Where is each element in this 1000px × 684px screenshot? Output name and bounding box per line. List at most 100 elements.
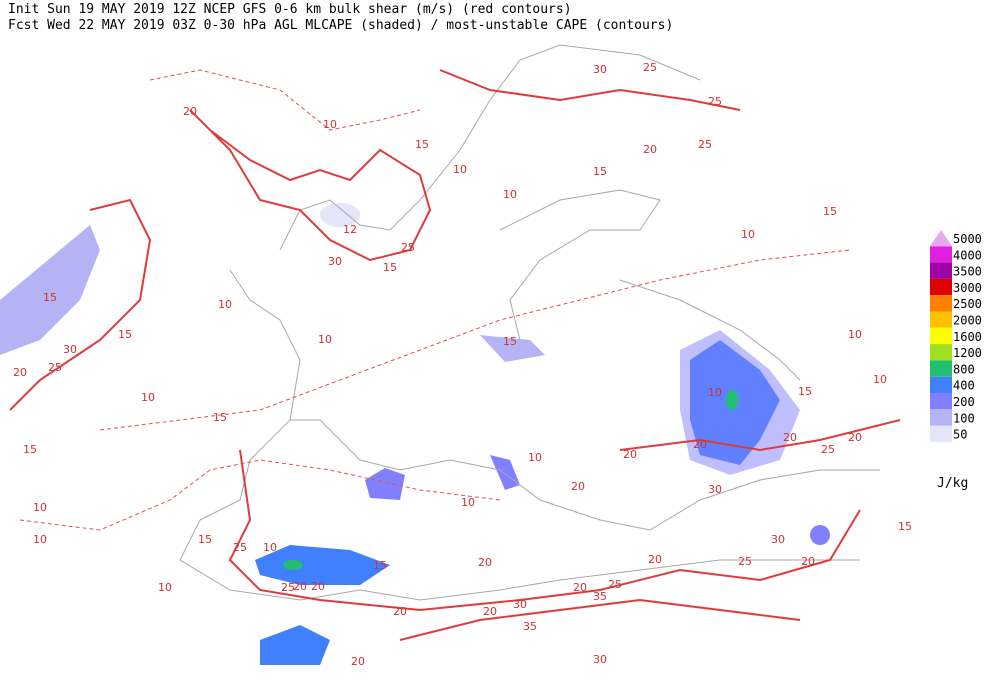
coastline xyxy=(290,419,880,531)
legend-swatch xyxy=(930,246,952,263)
coastline xyxy=(279,44,701,251)
contour-label: 30 xyxy=(771,533,785,546)
contour-label: 20 xyxy=(801,555,815,568)
contour-label: 20 xyxy=(311,580,325,593)
contour-label: 25 xyxy=(608,578,622,591)
contour-label: 20 xyxy=(13,366,27,379)
cape-area xyxy=(283,560,303,570)
legend-label: 50 xyxy=(953,428,967,442)
contour-label: 20 xyxy=(183,105,197,118)
legend-label: 400 xyxy=(953,379,975,393)
contour-label: 30 xyxy=(328,255,342,268)
contour-label: 10 xyxy=(263,541,277,554)
shear-contours xyxy=(9,69,901,641)
contour-line xyxy=(9,198,152,411)
contour-label: 10 xyxy=(503,188,517,201)
contour-label: 20 xyxy=(648,553,662,566)
legend-swatch xyxy=(930,311,952,328)
cape-area xyxy=(0,225,100,355)
contour-label: 10 xyxy=(158,581,172,594)
legend-swatch xyxy=(930,360,952,377)
legend-swatch xyxy=(930,425,952,442)
contour-label: 15 xyxy=(373,559,387,572)
contour-label: 30 xyxy=(63,343,77,356)
contour-label: 15 xyxy=(383,261,397,274)
contour-label: 10 xyxy=(218,298,232,311)
contour-label: 20 xyxy=(643,143,657,156)
cape-area xyxy=(255,545,390,585)
cape-area xyxy=(490,455,520,490)
legend-label: 1200 xyxy=(953,346,982,360)
contour-label: 10 xyxy=(318,333,332,346)
cape-area xyxy=(320,203,360,227)
legend-label: 200 xyxy=(953,395,975,409)
contour-label: 15 xyxy=(198,533,212,546)
contour-label: 10 xyxy=(873,373,887,386)
contour-label: 25 xyxy=(281,581,295,594)
legend-swatch xyxy=(930,295,952,312)
legend-label: 4000 xyxy=(953,248,982,262)
contour-label: 25 xyxy=(48,361,62,374)
contour-label: 15 xyxy=(823,205,837,218)
contour-line xyxy=(228,449,861,612)
contour-line xyxy=(99,249,851,431)
legend-label: 800 xyxy=(953,362,975,376)
contour-label: 15 xyxy=(798,385,812,398)
contour-label: 10 xyxy=(33,501,47,514)
contour-label: 15 xyxy=(593,165,607,178)
legend-swatch xyxy=(930,409,952,426)
contour-label: 20 xyxy=(848,431,862,444)
contour-label: 10 xyxy=(453,163,467,176)
legend-label: 2500 xyxy=(953,297,982,311)
contour-label: 20 xyxy=(623,448,637,461)
legend-label: 2000 xyxy=(953,314,982,328)
cape-area xyxy=(726,390,738,410)
cape-area xyxy=(480,335,545,362)
contour-label: 15 xyxy=(898,520,912,533)
coastline xyxy=(499,189,661,341)
contour-label: 20 xyxy=(483,605,497,618)
legend-label: 3500 xyxy=(953,265,982,279)
contour-label: 30 xyxy=(708,483,722,496)
contour-label: 10 xyxy=(461,496,475,509)
legend-label: 100 xyxy=(953,411,975,425)
contour-label: 20 xyxy=(573,581,587,594)
contour-label: 15 xyxy=(415,138,429,151)
contour-label: 20 xyxy=(393,605,407,618)
cape-area xyxy=(260,625,330,665)
legend-swatch xyxy=(930,278,952,296)
header-line: Fcst Wed 22 MAY 2019 03Z 0-30 hPa AGL ML… xyxy=(8,18,673,33)
contour-label: 20 xyxy=(351,655,365,668)
contour-label: 20 xyxy=(783,431,797,444)
contour-label: 10 xyxy=(33,533,47,546)
legend-label: 3000 xyxy=(953,281,982,295)
legend-swatch xyxy=(930,344,952,361)
contour-label: 25 xyxy=(643,61,657,74)
contour-line xyxy=(439,69,741,111)
legend-label: 1600 xyxy=(953,330,982,344)
legend-label: 5000 xyxy=(953,232,982,246)
legend-swatch xyxy=(930,393,952,410)
contour-label: 20 xyxy=(693,438,707,451)
legend-swatch xyxy=(930,376,952,393)
contour-label: 15 xyxy=(43,291,57,304)
coastline xyxy=(179,269,860,601)
contour-label: 10 xyxy=(528,451,542,464)
contour-label: 20 xyxy=(478,556,492,569)
cape-area xyxy=(680,330,800,475)
legend-swatch xyxy=(930,262,952,279)
legend-unit: J/kg xyxy=(937,476,968,491)
cape-area xyxy=(365,468,405,500)
contour-label: 25 xyxy=(401,241,415,254)
contour-label: 15 xyxy=(503,335,517,348)
contour-line xyxy=(189,109,432,262)
legend: 5000 4000 3500 3000 2500 2000 1600 1200 800 400 20… xyxy=(930,230,982,442)
shading xyxy=(0,203,830,665)
legend-swatch xyxy=(930,327,952,345)
contour-line xyxy=(399,598,801,641)
contour-label: 25 xyxy=(708,95,722,108)
contour-line xyxy=(19,459,501,531)
contour-label: 10 xyxy=(708,386,722,399)
